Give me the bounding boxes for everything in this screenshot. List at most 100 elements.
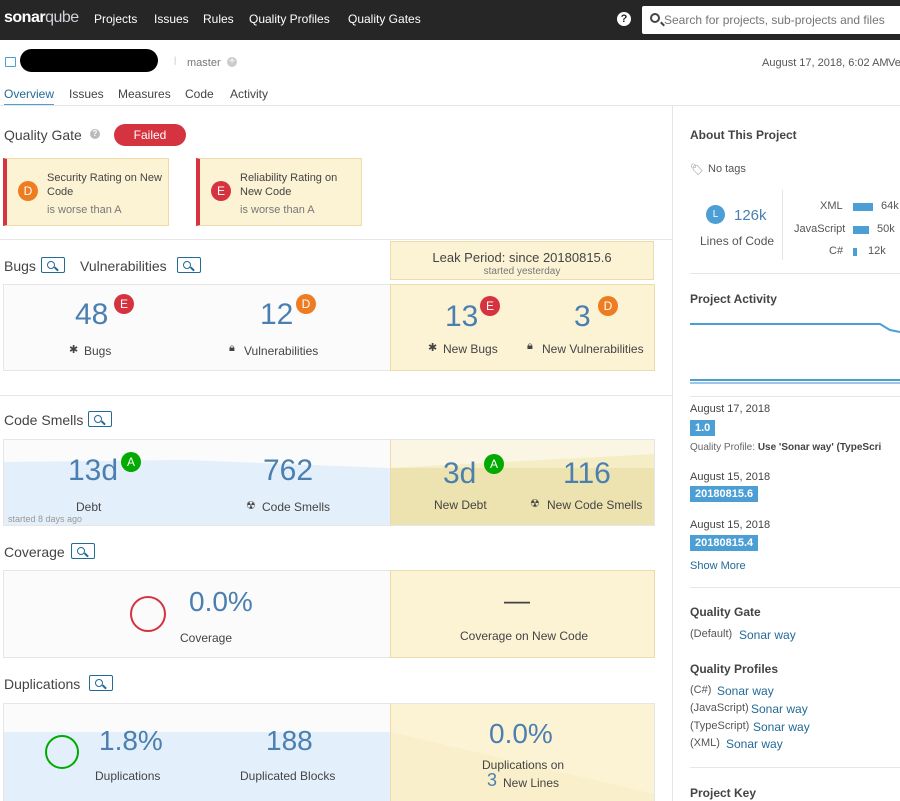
- sonarqube-logo[interactable]: sonarqube: [4, 9, 79, 27]
- code-smell-icon: ☢: [530, 498, 540, 510]
- condition-line1: Reliability Rating on: [240, 172, 338, 184]
- duplicated-blocks-label: Duplicated Blocks: [240, 769, 336, 783]
- search-box[interactable]: [642, 6, 900, 34]
- leak-divider: [390, 439, 391, 526]
- new-vulnerabilities-value[interactable]: 3: [574, 300, 591, 333]
- debt-history-start: started 8 days ago: [8, 514, 83, 524]
- new-bugs-value[interactable]: 13: [445, 300, 479, 333]
- sidebar-divider: [672, 106, 673, 801]
- vulnerabilities-value[interactable]: 12: [260, 298, 294, 331]
- debt-history-chart: [4, 440, 654, 525]
- tab-measures[interactable]: Measures: [118, 87, 171, 101]
- branch-plus-icon[interactable]: +: [227, 57, 237, 67]
- duplications-title: Duplications: [4, 676, 81, 692]
- nav-projects[interactable]: Projects: [94, 12, 138, 26]
- profile-link[interactable]: Sonar way: [753, 720, 810, 734]
- version-label: Ve: [888, 57, 900, 69]
- about-project-title: About This Project: [690, 128, 797, 142]
- show-more-link[interactable]: Show More: [690, 560, 746, 572]
- coverage-value[interactable]: 0.0%: [189, 586, 253, 617]
- lines-of-code-value[interactable]: 126k: [734, 207, 767, 224]
- quality-gate-default-label: (Default): [690, 628, 733, 640]
- profile-link[interactable]: Sonar way: [726, 737, 783, 751]
- debt-value[interactable]: 13d: [68, 454, 119, 487]
- vulnerabilities-title: Vulnerabilities: [80, 258, 167, 274]
- event-note: Quality Profile: Use 'Sonar way' (TypeSc…: [690, 442, 881, 453]
- nav-quality-gates[interactable]: Quality Gates: [348, 12, 421, 26]
- lines-of-code-icon: L: [706, 205, 725, 224]
- bugs-rating-badge[interactable]: E: [114, 294, 134, 314]
- condition-threshold: is worse than A: [240, 204, 315, 216]
- section-divider: [0, 239, 672, 240]
- branch-name[interactable]: master: [187, 57, 221, 69]
- event-note-prefix: Quality Profile:: [690, 442, 758, 453]
- new-debt-value[interactable]: 3d: [443, 457, 477, 490]
- new-duplications-value[interactable]: 0.0%: [489, 718, 553, 749]
- branch-icon: ⦚: [174, 56, 177, 68]
- project-icon: [5, 57, 16, 67]
- sidebar-divider: [690, 587, 900, 588]
- new-code-smells-label: New Code Smells: [547, 498, 643, 512]
- quality-gate-condition[interactable]: D Security Rating on New Code is worse th…: [3, 158, 169, 226]
- leak-period-start: started yesterday: [483, 266, 561, 277]
- bug-icon: ✱: [428, 342, 438, 354]
- project-name-redacted[interactable]: [20, 49, 158, 72]
- activity-graph[interactable]: [690, 316, 900, 388]
- project-tags[interactable]: No tags: [708, 163, 746, 175]
- new-bugs-rating-badge[interactable]: E: [480, 296, 500, 316]
- history-icon[interactable]: [41, 257, 65, 273]
- bugs-value[interactable]: 48: [75, 298, 109, 331]
- lock-icon: 🔒︎: [527, 340, 533, 352]
- debt-rating-badge[interactable]: A: [121, 452, 141, 472]
- profile-link[interactable]: Sonar way: [751, 702, 808, 716]
- history-icon[interactable]: [88, 411, 112, 427]
- help-icon[interactable]: ?: [90, 129, 100, 139]
- vulnerabilities-rating-badge[interactable]: D: [296, 294, 316, 314]
- new-vulnerabilities-rating-badge[interactable]: D: [598, 296, 618, 316]
- tab-issues[interactable]: Issues: [69, 87, 104, 101]
- condition-line2: New Code: [240, 186, 292, 198]
- duplicated-blocks-value[interactable]: 188: [266, 725, 313, 756]
- duplications-donut[interactable]: [45, 735, 79, 769]
- lines-of-code-label: Lines of Code: [700, 234, 775, 248]
- nav-issues[interactable]: Issues: [154, 12, 189, 26]
- history-icon[interactable]: [89, 675, 113, 691]
- nav-quality-profiles[interactable]: Quality Profiles: [249, 12, 330, 26]
- tab-code[interactable]: Code: [185, 87, 214, 101]
- leak-period-header: Leak Period: since 20180815.6 started ye…: [390, 241, 654, 280]
- language-value: 12k: [868, 245, 886, 257]
- event-date: August 15, 2018: [690, 519, 771, 531]
- duplications-value[interactable]: 1.8%: [99, 725, 163, 756]
- rating-badge: E: [211, 181, 231, 201]
- coverage-label: Coverage: [180, 631, 233, 645]
- help-icon[interactable]: ?: [617, 12, 631, 26]
- tab-activity[interactable]: Activity: [230, 87, 269, 101]
- tab-overview[interactable]: Overview: [4, 87, 55, 106]
- code-smells-value[interactable]: 762: [263, 454, 314, 487]
- history-icon[interactable]: [71, 543, 95, 559]
- bugs-label: Bugs: [84, 344, 112, 358]
- profile-link[interactable]: Sonar way: [717, 684, 774, 698]
- quality-gate-condition[interactable]: E Reliability Rating on New Code is worse…: [196, 158, 362, 226]
- tabs-divider: [0, 105, 900, 106]
- search-input[interactable]: [664, 11, 900, 29]
- new-coverage-label: Coverage on New Code: [460, 629, 589, 643]
- coverage-donut[interactable]: [130, 596, 166, 632]
- history-icon[interactable]: [177, 257, 201, 273]
- quality-gate-link[interactable]: Sonar way: [739, 628, 796, 642]
- bugs-title: Bugs: [4, 258, 36, 274]
- new-lines-value[interactable]: 3: [487, 770, 498, 790]
- new-debt-label: New Debt: [434, 498, 487, 512]
- new-code-smells-value[interactable]: 116: [563, 457, 611, 490]
- leak-period-panel: [390, 284, 655, 371]
- new-coverage-value[interactable]: —: [504, 585, 530, 615]
- profile-language: (XML): [690, 737, 720, 749]
- condition-metric: Security Rating on New Code: [47, 171, 162, 199]
- logo-text-sub: qube: [45, 9, 79, 26]
- nav-rules[interactable]: Rules: [203, 12, 234, 26]
- sidebar-divider: [690, 396, 900, 397]
- condition-line2: Code: [47, 186, 74, 198]
- debt-label: Debt: [76, 500, 102, 514]
- language-value: 64k: [881, 200, 899, 212]
- new-debt-rating-badge[interactable]: A: [484, 454, 504, 474]
